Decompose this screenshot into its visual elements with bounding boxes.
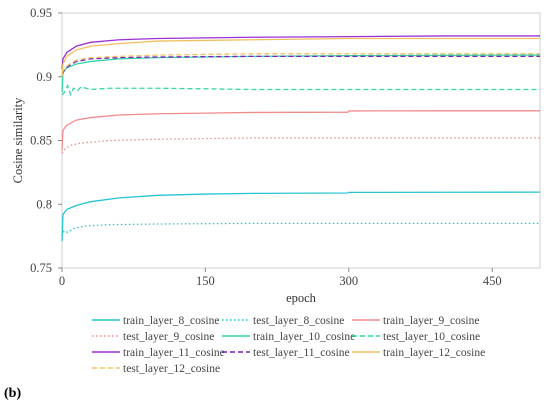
series-line-train-layer-11-cosine (61, 35, 540, 70)
y-tick-label: 0.85 (30, 134, 52, 148)
y-tick-label: 0.95 (30, 6, 52, 20)
y-tick-label: 0.75 (30, 261, 52, 275)
legend-label: test_layer_9_cosine (123, 331, 214, 343)
series-layer (61, 35, 541, 242)
series-line-test-layer-8-cosine (61, 222, 540, 237)
series-line-test-layer-10-cosine (61, 83, 540, 97)
y-tick-label: 0.8 (36, 197, 52, 211)
y-axis-ticks: 0.75 0.8 0.85 0.9 0.95 (30, 6, 62, 275)
series-line-test-layer-12-cosine (61, 53, 540, 74)
series-line-train-layer-9-cosine (61, 110, 540, 151)
x-axis-ticks: 0 150 300 450 (59, 268, 502, 288)
legend: train_layer_8_cosine test_layer_8_cosine t… (92, 315, 485, 375)
series-line-train-layer-10-cosine (61, 54, 541, 93)
x-tick-label: 300 (339, 274, 358, 288)
legend-label: test_layer_10_cosine (383, 331, 480, 343)
legend-label: train_layer_9_cosine (383, 315, 479, 327)
y-tick-label: 0.9 (36, 70, 52, 84)
x-tick-label: 450 (483, 274, 502, 288)
series-line-train-layer-12-cosine (61, 37, 540, 77)
series-line-train-layer-8-cosine (61, 191, 541, 242)
legend-label: train_layer_12_cosine (383, 347, 485, 359)
legend-label: train_layer_10_cosine (253, 331, 355, 343)
plot-area (61, 12, 541, 269)
series-line-test-layer-9-cosine (61, 137, 540, 154)
x-tick-label: 150 (196, 274, 215, 288)
legend-label: train_layer_8_cosine (123, 315, 219, 327)
legend-label: test_layer_12_cosine (123, 363, 220, 375)
legend-label: test_layer_11_cosine (253, 347, 350, 359)
y-axis-label: Cosine similarity (11, 97, 25, 184)
x-tick-label: 0 (59, 274, 65, 288)
series-line-test-layer-11-cosine (61, 55, 540, 75)
panel-label: (b) (4, 386, 22, 401)
legend-label: test_layer_8_cosine (253, 315, 344, 327)
legend-label: train_layer_11_cosine (123, 347, 225, 359)
x-axis-label: epoch (286, 291, 317, 305)
